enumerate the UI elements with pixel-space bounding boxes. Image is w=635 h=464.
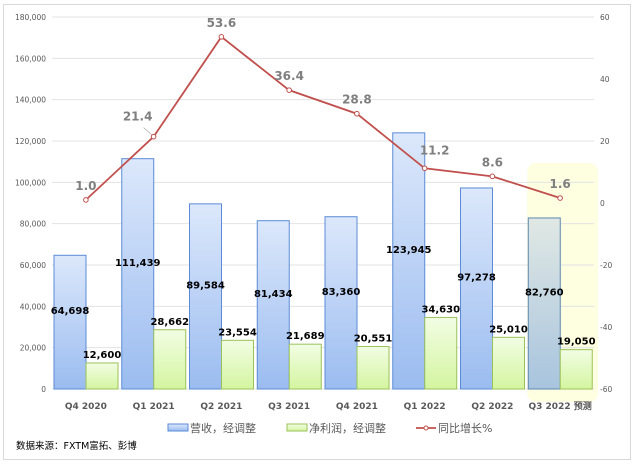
revenue-bar [527, 217, 561, 390]
legend-growth-marker [423, 425, 429, 431]
category-label: Q4 2021 [336, 402, 378, 412]
right-axis-tick: 0 [600, 199, 605, 208]
left-axis-tick: 40,000 [20, 302, 46, 311]
net-profit-bar [492, 336, 525, 390]
revenue-bar [189, 203, 222, 390]
growth-data-label: 21.4 [123, 110, 153, 124]
right-axis-tick: 40 [600, 75, 610, 84]
growth-data-label: 8.6 [482, 155, 503, 169]
revenue-bar [256, 220, 290, 390]
revenue-data-label: 81,434 [254, 289, 293, 300]
revenue-data-label: 97,278 [457, 272, 496, 283]
left-axis-tick: 140,000 [15, 96, 46, 105]
growth-data-label: 36.4 [274, 69, 304, 83]
revenue-bar [324, 216, 358, 390]
left-axis-tick: 120,000 [15, 137, 46, 146]
revenue-data-label: 89,584 [186, 280, 225, 291]
growth-point [421, 165, 428, 172]
net-profit-bar [288, 343, 322, 390]
growth-data-label: 1.0 [75, 179, 96, 193]
growth-point [83, 197, 89, 203]
category-label: Q2 2021 [200, 402, 242, 412]
revenue-data-label: 83,360 [322, 287, 361, 298]
revenue-bar [460, 187, 493, 390]
revenue-bar [121, 158, 155, 390]
category-label: Q3 2021 [268, 402, 310, 412]
revenue-data-label: 111,439 [115, 258, 161, 269]
legend-revenue-swatch [167, 423, 189, 432]
category-label: Q4 2020 [65, 402, 107, 412]
net-profit-data-label: 23,554 [218, 327, 257, 338]
category-label: Q3 2022 预测 [529, 400, 592, 412]
growth-data-label: 53.6 [207, 16, 237, 30]
growth-point [489, 173, 496, 180]
net-profit-bar [153, 329, 187, 390]
revenue-data-label: 123,945 [386, 245, 432, 256]
left-axis-tick: 20,000 [20, 344, 46, 353]
growth-point [150, 133, 157, 140]
net-profit-data-label: 20,551 [354, 334, 393, 345]
right-axis-tick: -40 [600, 323, 612, 332]
net-profit-data-label: 25,010 [489, 324, 528, 335]
net-profit-bar [85, 362, 119, 390]
revenue-data-label: 82,760 [525, 287, 564, 298]
left-axis-tick: 80,000 [20, 220, 46, 229]
growth-data-label: 28.8 [342, 93, 372, 107]
growth-point [557, 195, 563, 201]
left-axis-tick: 60,000 [20, 261, 46, 270]
legend-net-profit-label: 净利润，经调整 [309, 421, 386, 435]
legend-net-profit-swatch [286, 423, 308, 432]
revenue-bar [392, 132, 426, 390]
left-axis-tick: 0 [41, 385, 46, 394]
revenue-bar [53, 254, 87, 390]
net-profit-data-label: 28,662 [150, 317, 189, 328]
growth-data-label: 11.2 [420, 143, 450, 157]
left-axis-tick: 100,000 [15, 178, 46, 187]
category-label: Q1 2021 [133, 402, 175, 412]
source-note: 数据来源：FXTM富拓、彭博 [16, 440, 137, 452]
left-axis-tick: 180,000 [15, 13, 46, 22]
net-profit-bar [221, 339, 254, 390]
growth-point [354, 110, 360, 117]
category-label: Q2 2022 [471, 402, 513, 412]
net-profit-bar [356, 346, 390, 390]
right-axis-tick: -60 [600, 385, 612, 394]
net-profit-data-label: 34,630 [421, 304, 460, 315]
growth-point [218, 34, 225, 40]
legend-growth-label: 同比增长% [438, 421, 492, 435]
leader-line [143, 127, 152, 135]
net-profit-data-label: 21,689 [286, 331, 325, 342]
net-profit-bar [559, 349, 593, 390]
category-label: Q1 2022 [404, 402, 446, 412]
growth-point [286, 87, 292, 93]
revenue-data-label: 64,698 [51, 306, 90, 317]
growth-data-label: 1.6 [549, 177, 570, 191]
net-profit-bar [424, 316, 458, 390]
growth-line [85, 35, 561, 201]
right-axis-tick: 60 [600, 13, 610, 22]
net-profit-data-label: 19,050 [557, 337, 596, 348]
legend-revenue-label: 营收，经调整 [190, 421, 256, 435]
right-axis-tick: 20 [600, 137, 610, 146]
net-profit-data-label: 12,600 [83, 350, 122, 361]
left-axis-tick: 160,000 [15, 54, 46, 63]
right-axis-tick: -20 [600, 261, 612, 270]
